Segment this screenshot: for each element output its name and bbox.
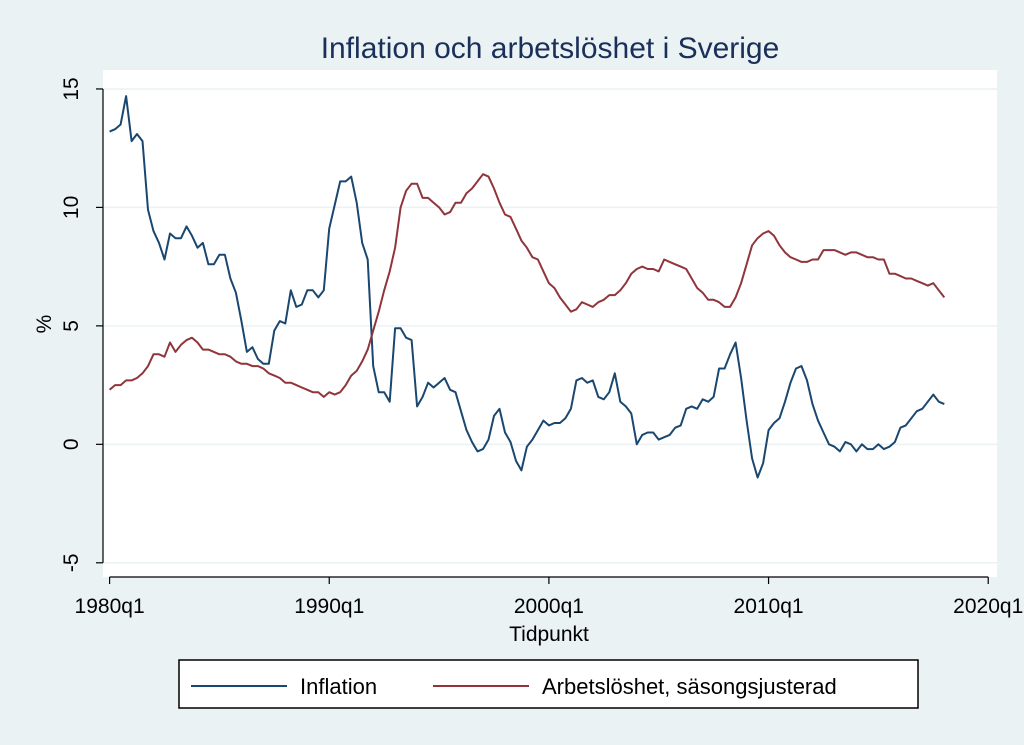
legend-box bbox=[178, 659, 919, 709]
y-tick-label: -5 bbox=[60, 553, 83, 572]
legend-label-inflation: Inflation bbox=[300, 674, 377, 699]
x-tick-label: 2000q1 bbox=[514, 595, 584, 618]
series-line-inflation bbox=[109, 95, 945, 479]
y-tick-label: 5 bbox=[60, 320, 83, 332]
series-layer bbox=[108, 95, 946, 479]
chart-title: Inflation och arbetslöshet i Sverige bbox=[321, 32, 780, 65]
x-axis-label: Tidpunkt bbox=[509, 623, 589, 646]
legend: Inflation Arbetslöshet, säsongsjusterad bbox=[178, 659, 919, 709]
axes: -5 0 5 10 15 1980q1 1990q1 2000q1 2010q1 2020q1 bbox=[60, 77, 1023, 618]
y-axis-label: % bbox=[33, 315, 56, 334]
y-tick-label: 0 bbox=[60, 438, 83, 450]
plot-area bbox=[103, 70, 997, 577]
y-tick-label: 15 bbox=[60, 77, 83, 100]
series-line-unemployment bbox=[108, 173, 946, 398]
x-tick-label: 2010q1 bbox=[734, 595, 804, 618]
x-tick-label: 1980q1 bbox=[75, 595, 145, 618]
y-tick-label: 10 bbox=[60, 196, 83, 219]
legend-label-unemployment: Arbetslöshet, säsongsjusterad bbox=[542, 674, 837, 699]
x-tick-label: 2020q1 bbox=[953, 595, 1023, 618]
gridlines bbox=[103, 88, 997, 564]
x-tick-label: 1990q1 bbox=[294, 595, 364, 618]
